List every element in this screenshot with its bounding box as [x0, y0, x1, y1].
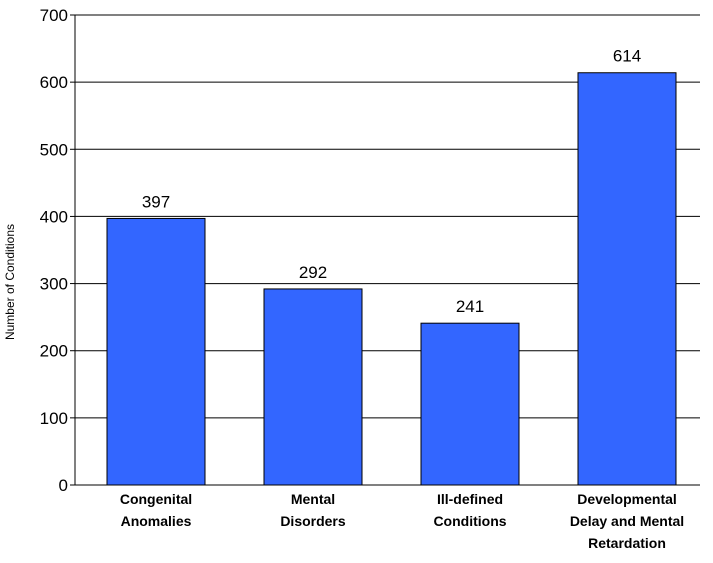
data-label: 241	[456, 297, 484, 316]
category-label: Congenital Anomalies	[120, 491, 192, 529]
bar	[420, 322, 520, 486]
bar	[263, 288, 363, 486]
labels: 0 100 200 300 400 500 600 700 397 Congenital Anoma…	[40, 6, 685, 551]
y-tick-label: 500	[40, 140, 68, 159]
bar	[577, 72, 677, 486]
y-axis-title: Number of Conditions	[3, 224, 17, 340]
category-label: Ill-defined Conditions	[433, 491, 506, 529]
y-tick-label: 200	[40, 342, 68, 361]
y-tick-label: 600	[40, 73, 68, 92]
data-label: 292	[299, 263, 327, 282]
category-label: Mental Disorders	[280, 491, 346, 529]
y-tick-label: 400	[40, 207, 68, 226]
data-label: 397	[142, 192, 170, 211]
y-tick-label: 700	[40, 6, 68, 25]
bars	[106, 72, 677, 486]
bar	[106, 217, 206, 486]
y-tick-label: 0	[59, 476, 68, 495]
category-label: Developmental Delay and Mental Retardation	[570, 491, 684, 551]
y-tick-label: 300	[40, 275, 68, 294]
axes	[70, 14, 700, 486]
y-tick-label: 100	[40, 409, 68, 428]
data-label: 614	[613, 47, 641, 66]
